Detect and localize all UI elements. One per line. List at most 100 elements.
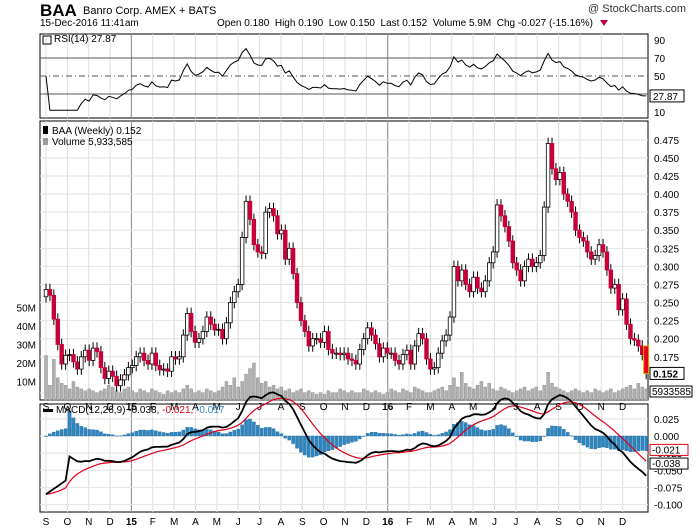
- macd-histogram-bar: [110, 434, 115, 437]
- macd-histogram-bar: [534, 435, 539, 442]
- volume-bar: [322, 394, 327, 401]
- macd-tick-label: 0.025: [654, 415, 679, 426]
- candle-body: [439, 340, 445, 354]
- candle-body: [490, 251, 496, 264]
- candle-body: [353, 359, 359, 365]
- volume-bar: [534, 386, 539, 401]
- volume-bar: [220, 386, 225, 401]
- x-tick-label-upper: N: [598, 402, 605, 413]
- volume-bar: [291, 392, 295, 401]
- macd-histogram-bar: [271, 428, 276, 437]
- macd-histogram-bar: [244, 419, 248, 437]
- candle-body: [224, 322, 229, 340]
- candle-body: [259, 251, 264, 254]
- volume-bar: [464, 383, 468, 401]
- macd-histogram-bar: [91, 429, 95, 437]
- candle-body: [98, 351, 104, 369]
- macd-histogram-bar: [283, 435, 288, 439]
- candle-body: [455, 265, 461, 282]
- volume-bar: [91, 390, 95, 401]
- macd-histogram-bar: [99, 431, 103, 437]
- volume-bar: [75, 386, 80, 401]
- x-tick-label: 16: [382, 517, 394, 528]
- volume-bar: [569, 390, 574, 401]
- candle-body: [86, 349, 92, 361]
- macd-histogram-bar: [644, 435, 648, 451]
- x-tick-label-upper: O: [63, 402, 71, 413]
- candle-body: [334, 352, 339, 355]
- x-tick-label: F: [150, 517, 156, 528]
- volume-bar: [232, 377, 236, 401]
- last-label: Last: [380, 18, 400, 29]
- candle-body: [510, 240, 515, 264]
- candle-body: [612, 284, 617, 289]
- volume-bar: [566, 392, 570, 401]
- volume-bar: [460, 372, 464, 401]
- volume-bar: [393, 390, 397, 401]
- volume-bar: [428, 392, 433, 401]
- macd-histogram-bar: [71, 417, 76, 437]
- x-tick-label: J: [513, 517, 518, 528]
- x-tick-label: A: [448, 517, 455, 528]
- high-label: High: [274, 18, 296, 29]
- macd-histogram-bar: [322, 435, 327, 453]
- volume-bar: [299, 388, 303, 401]
- x-tick-label: F: [406, 517, 412, 528]
- volume-bar: [83, 390, 87, 401]
- candle-body: [169, 356, 174, 372]
- x-tick-label-upper: 16: [382, 402, 394, 413]
- candle-body: [443, 334, 449, 342]
- macd-histogram-bar: [107, 434, 111, 437]
- candle-body: [110, 370, 115, 377]
- volume-bar: [613, 392, 617, 401]
- candle-body: [447, 316, 453, 336]
- volume-bar: [330, 392, 335, 401]
- volume-bar: [44, 355, 48, 401]
- candle-body: [498, 204, 504, 217]
- volume-bar: [377, 392, 382, 401]
- volume-bar: [260, 383, 264, 401]
- macd-histogram-bar: [83, 427, 87, 437]
- x-tick-label-upper: M: [426, 402, 434, 413]
- macd-histogram-bar: [499, 424, 503, 437]
- macd-histogram-bar: [589, 435, 593, 449]
- candle-body: [349, 358, 355, 361]
- price-tick-label: 0.425: [654, 172, 679, 183]
- volume-bar: [224, 381, 229, 401]
- macd-histogram-bar: [307, 435, 311, 458]
- x-tick-label: O: [576, 517, 584, 528]
- macd-legend-icon: [43, 409, 53, 412]
- macd-histogram-bar: [526, 435, 531, 442]
- candle-body: [436, 352, 441, 369]
- volume-tick-label: 10M: [17, 378, 36, 389]
- candle-body: [236, 284, 241, 293]
- candle-body: [538, 255, 543, 264]
- volume-bar: [632, 388, 637, 401]
- candle-body: [502, 215, 508, 228]
- macd-histogram-bar: [405, 433, 409, 437]
- volume-bar: [252, 362, 256, 401]
- candle-body: [63, 354, 68, 365]
- candle-body: [310, 338, 315, 347]
- last-value: 0.152: [402, 18, 428, 29]
- rsi-legend: RSI(14) 27.87: [54, 34, 117, 45]
- price-tick-label: 0.225: [654, 317, 679, 328]
- rsi-legend-icon: [42, 35, 52, 45]
- x-tick-label: D: [106, 517, 113, 528]
- x-tick-label: S: [299, 517, 306, 528]
- macd-histogram-bar: [640, 435, 644, 451]
- volume-tick-label: 20M: [17, 359, 36, 370]
- macd-histogram-bar: [432, 435, 437, 437]
- macd-histogram-bar: [248, 418, 252, 437]
- candle-body: [153, 352, 159, 366]
- macd-histogram-bar: [585, 435, 590, 448]
- macd-histogram-bar: [440, 433, 444, 437]
- candle-body: [290, 247, 296, 275]
- volume-bar: [67, 388, 72, 401]
- macd-histogram-bar: [620, 435, 625, 451]
- candle-body: [71, 354, 76, 363]
- x-tick-label-upper: A: [534, 402, 541, 413]
- candle-body: [616, 284, 621, 311]
- candle-body: [279, 229, 284, 235]
- x-tick-label: S: [43, 517, 50, 528]
